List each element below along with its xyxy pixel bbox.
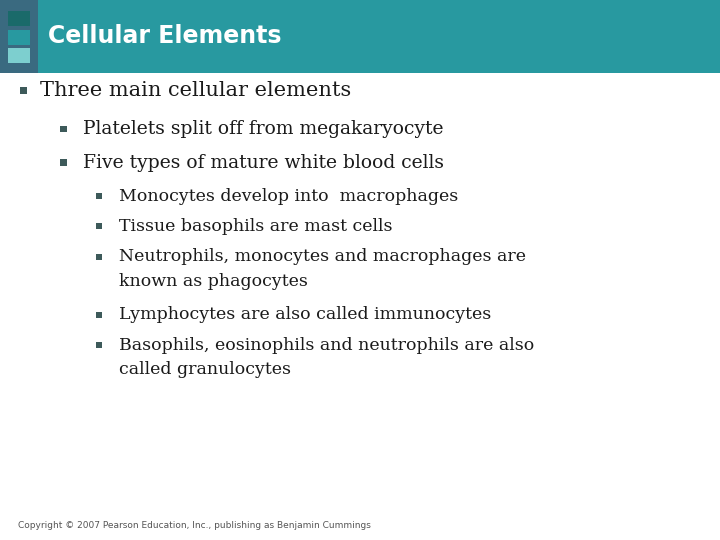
Bar	[96, 312, 102, 318]
Text: called granulocytes: called granulocytes	[119, 361, 291, 379]
Bar	[8, 30, 30, 45]
Bar	[19, 87, 27, 93]
Text: Three main cellular elements: Three main cellular elements	[40, 80, 351, 100]
Text: known as phagocytes: known as phagocytes	[119, 273, 307, 290]
Text: Copyright © 2007 Pearson Education, Inc., publishing as Benjamin Cummings: Copyright © 2007 Pearson Education, Inc.…	[18, 521, 371, 530]
Text: Neutrophils, monocytes and macrophages are: Neutrophils, monocytes and macrophages a…	[119, 248, 526, 265]
Bar	[8, 48, 30, 63]
Bar	[0, 73, 720, 540]
Text: Five types of mature white blood cells: Five types of mature white blood cells	[83, 153, 444, 172]
Text: Tissue basophils are mast cells: Tissue basophils are mast cells	[119, 218, 392, 235]
Text: Monocytes develop into  macrophages: Monocytes develop into macrophages	[119, 187, 458, 205]
Bar	[0, 0, 38, 73]
Bar	[0, 0, 720, 73]
Bar	[96, 342, 102, 348]
Bar	[96, 253, 102, 260]
Text: Platelets split off from megakaryocyte: Platelets split off from megakaryocyte	[83, 120, 444, 138]
Text: Basophils, eosinophils and neutrophils are also: Basophils, eosinophils and neutrophils a…	[119, 336, 534, 354]
Text: Lymphocytes are also called immunocytes: Lymphocytes are also called immunocytes	[119, 306, 491, 323]
Bar	[8, 11, 30, 26]
Bar	[60, 159, 67, 166]
Text: Cellular Elements: Cellular Elements	[48, 24, 282, 49]
Bar	[96, 223, 102, 230]
Bar	[60, 126, 67, 132]
Bar	[96, 193, 102, 199]
